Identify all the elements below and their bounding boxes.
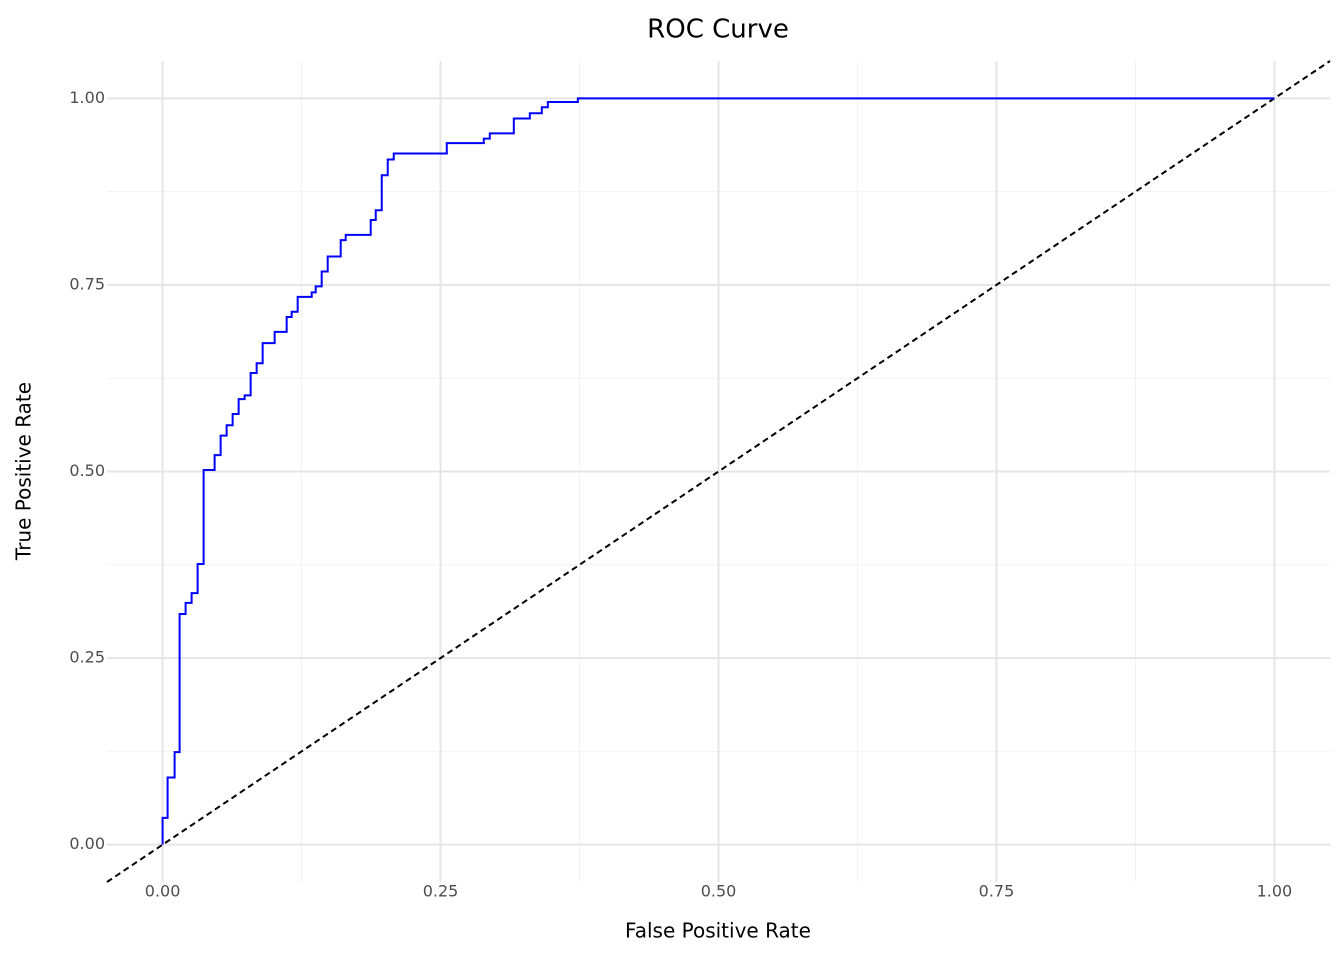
y-tick-label: 0.75 <box>69 274 105 293</box>
y-tick-label: 0.00 <box>69 834 105 853</box>
roc-curve <box>161 97 1275 845</box>
x-tick-label: 0.50 <box>701 882 737 901</box>
x-tick-label: 0.75 <box>979 882 1015 901</box>
x-tick-label: 1.00 <box>1257 882 1293 901</box>
y-tick-label: 0.25 <box>69 648 105 667</box>
y-axis-title: True Positive Rate <box>12 382 36 561</box>
chart-title: ROC Curve <box>647 15 789 45</box>
x-tick-label: 0.00 <box>145 882 181 901</box>
y-tick-label: 1.00 <box>69 88 105 107</box>
y-tick-label: 0.50 <box>69 461 105 480</box>
reference-line <box>106 60 1331 883</box>
x-tick-label: 0.25 <box>423 882 459 901</box>
x-axis-title: False Positive Rate <box>625 919 811 943</box>
